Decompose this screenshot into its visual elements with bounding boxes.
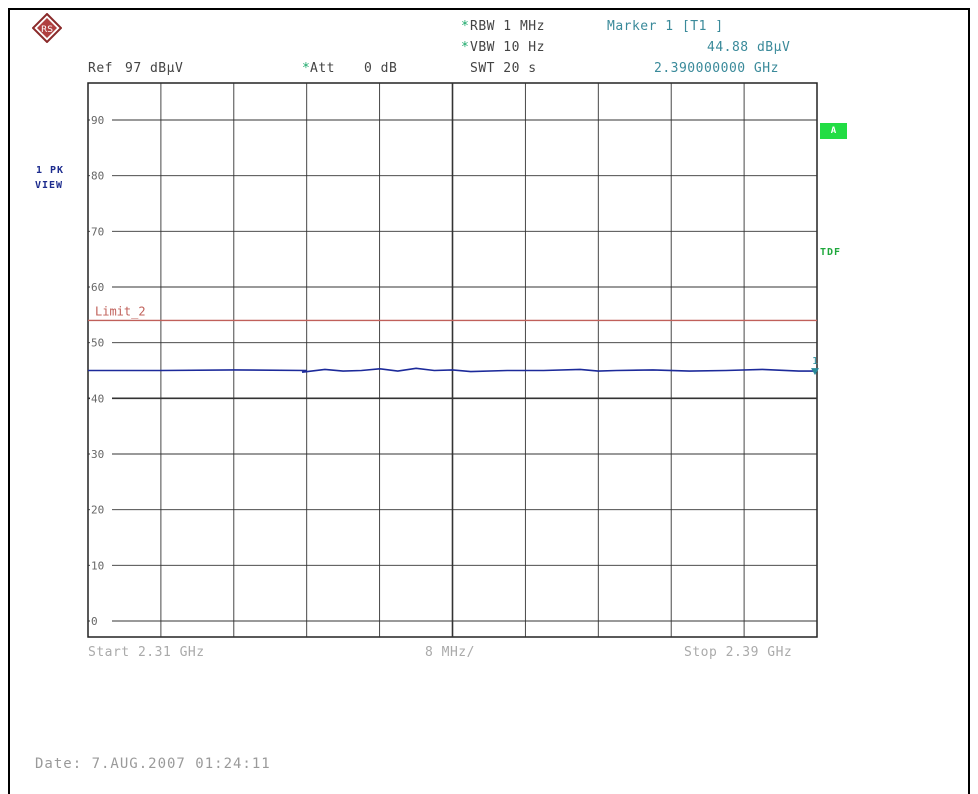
tdf-indicator: TDF <box>820 247 842 258</box>
y-tick-label: 30 <box>91 448 104 461</box>
marker-title: Marker 1 [T1 ] <box>607 19 724 34</box>
ref-value: 97 dBµV <box>125 61 184 76</box>
trace-label-1: 1 PK <box>36 165 65 176</box>
swt-setting: SWT 20 s <box>470 61 537 76</box>
span-per-division: 8 MHz/ <box>425 645 475 660</box>
trace-label-2: VIEW <box>35 180 64 191</box>
y-tick-bg <box>90 614 112 627</box>
y-tick-label: 70 <box>91 225 104 238</box>
y-tick-bg <box>90 502 112 516</box>
vbw-star: * <box>461 40 470 55</box>
att-star: * <box>302 61 311 76</box>
att-label: Att <box>310 61 335 76</box>
y-tick-label: 0 <box>91 615 98 628</box>
y-tick-label: 80 <box>91 170 104 183</box>
y-tick-bg <box>90 558 112 572</box>
stop-frequency: Stop 2.39 GHz <box>684 645 793 660</box>
y-tick-bg <box>90 113 112 126</box>
marker-number: 1 <box>812 356 818 367</box>
analyzer-frame <box>8 8 970 794</box>
y-tick-label: 90 <box>91 114 104 127</box>
y-tick-bg <box>90 280 112 293</box>
y-tick-bg <box>90 335 112 349</box>
marker-frequency: 2.390000000 GHz <box>654 61 779 76</box>
rohde-schwarz-logo: RS <box>32 13 62 43</box>
y-tick-bg <box>90 168 112 182</box>
att-value: 0 dB <box>364 61 398 76</box>
y-tick-label: 50 <box>91 337 104 350</box>
y-tick-bg <box>90 447 112 460</box>
ref-label: Ref <box>88 61 113 76</box>
y-tick-bg <box>90 391 112 405</box>
start-frequency: Start 2.31 GHz <box>88 645 205 660</box>
y-tick-label: 20 <box>91 504 104 517</box>
vbw-setting: VBW 10 Hz <box>470 40 545 55</box>
limit-line-label: Limit_2 <box>95 304 146 318</box>
date-stamp: Date: 7.AUG.2007 01:24:11 <box>35 756 271 772</box>
marker-triangle <box>811 368 819 376</box>
trace-a-indicator: A <box>820 123 847 139</box>
y-tick-label: 40 <box>91 392 104 405</box>
y-tick-bg <box>90 224 112 238</box>
y-tick-label: 60 <box>91 281 104 294</box>
y-tick-label: 10 <box>91 559 104 572</box>
marker-level: 44.88 dBµV <box>707 40 791 55</box>
trace-line <box>88 367 817 373</box>
svg-text:RS: RS <box>41 25 53 35</box>
rbw-star: * <box>461 19 470 34</box>
rbw-setting: RBW 1 MHz <box>470 19 545 34</box>
